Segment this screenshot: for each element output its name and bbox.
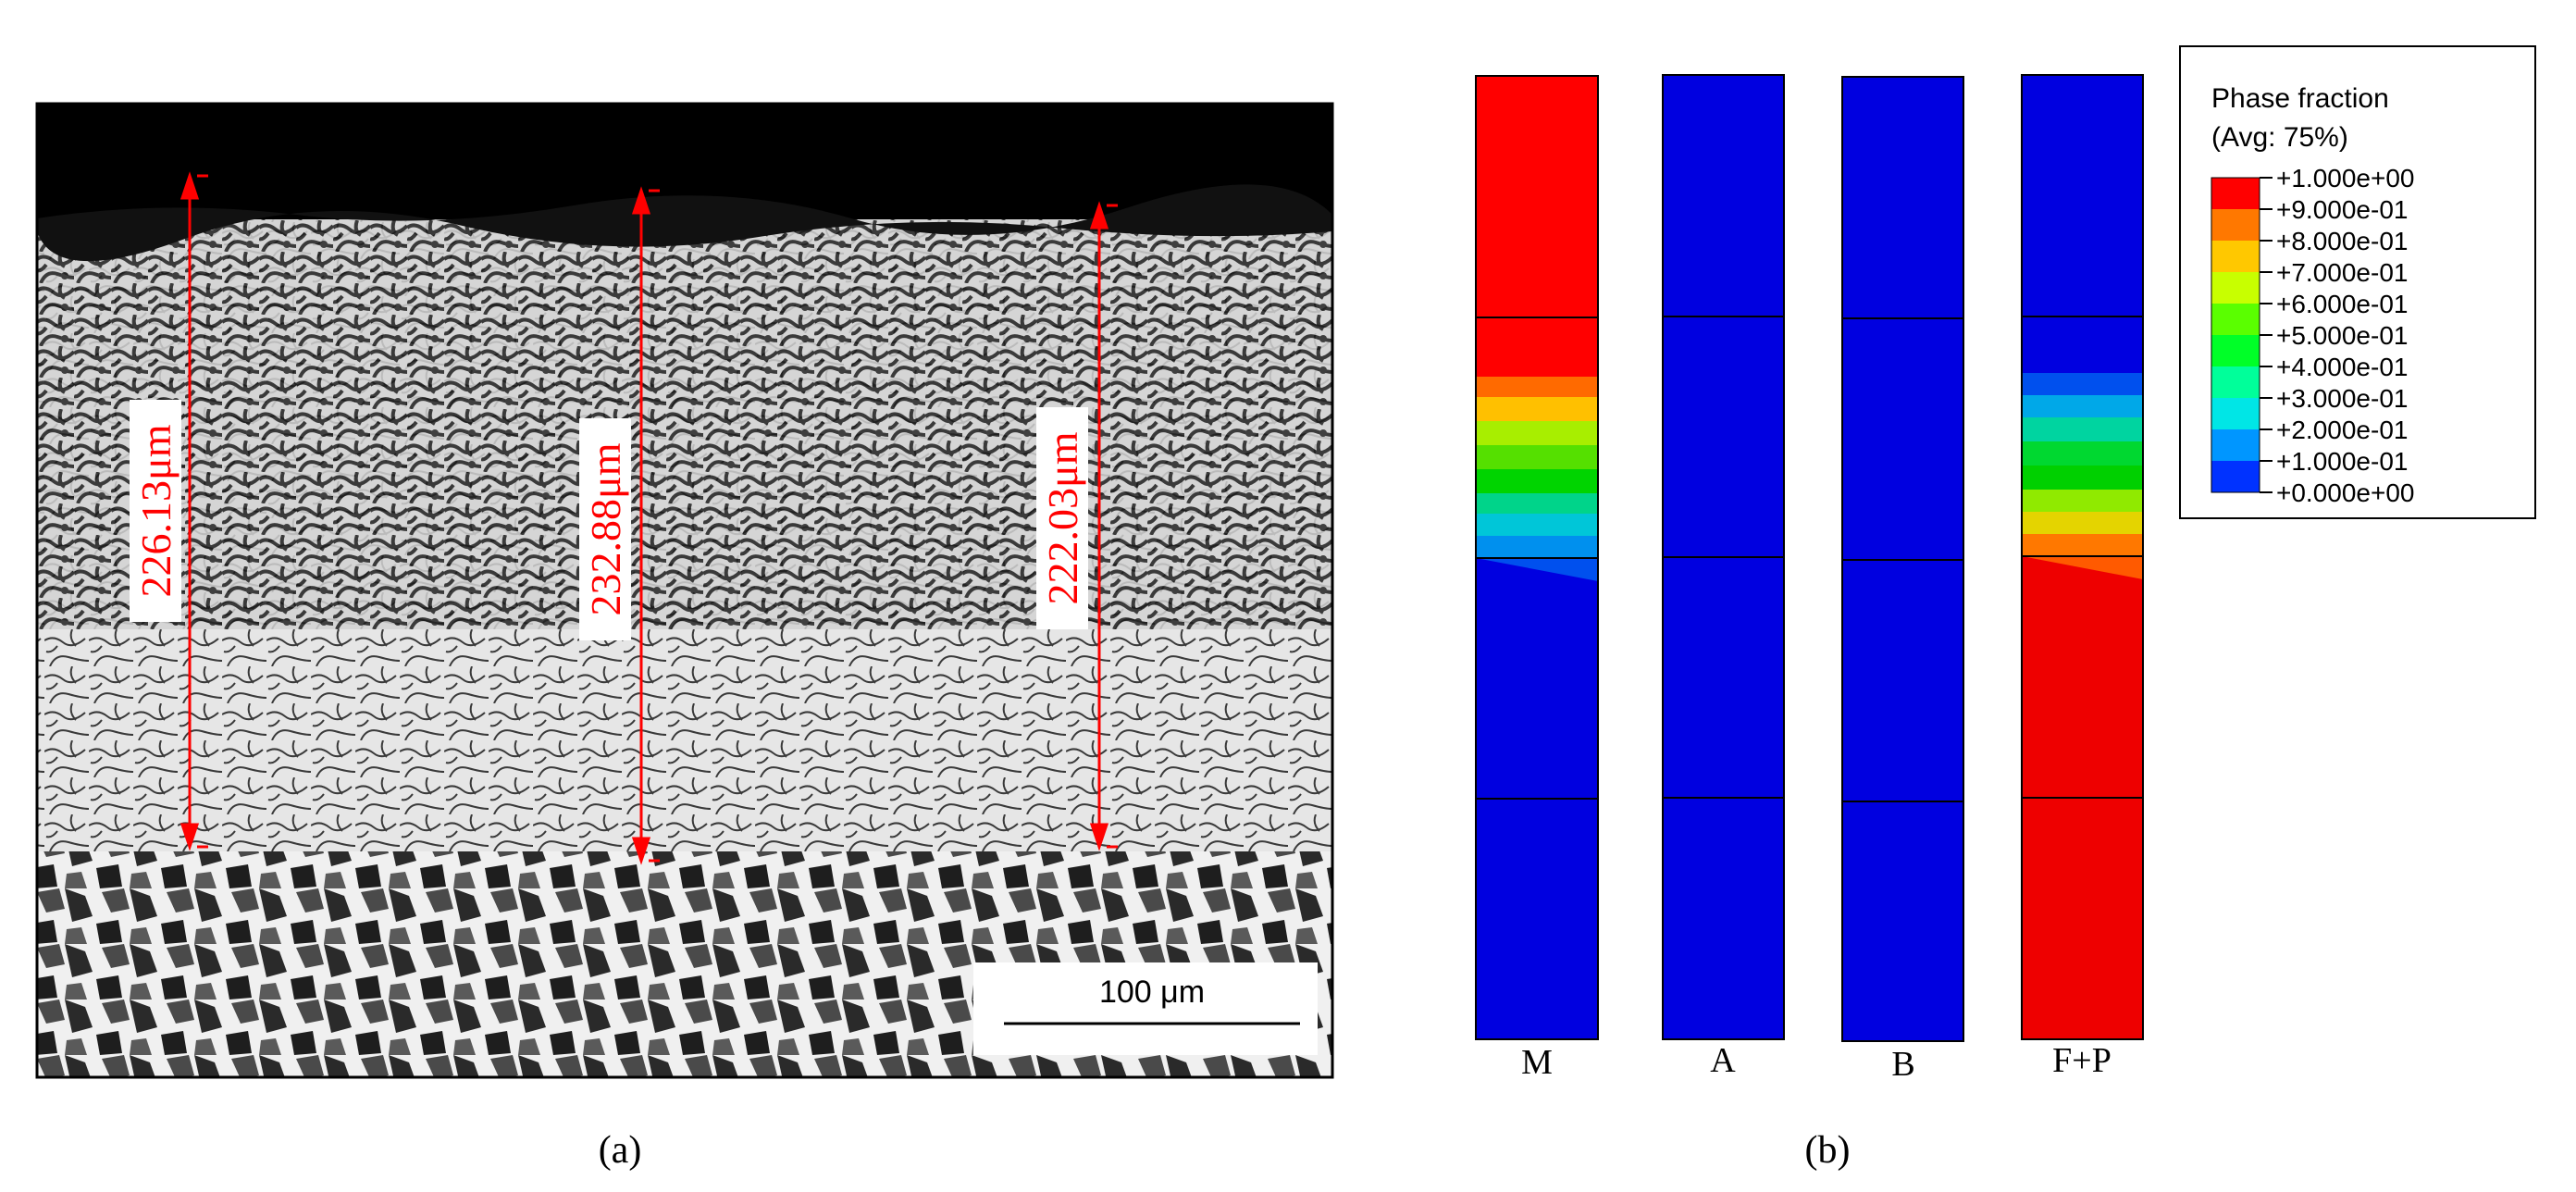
column-m-band-green2 xyxy=(1476,469,1598,493)
column-m-band-yellow xyxy=(1476,397,1598,421)
micrograph-frame xyxy=(35,102,1334,1079)
column-label-a: A xyxy=(1710,1041,1736,1080)
column-fp-band-orange xyxy=(2022,534,2143,556)
legend-subtitle: (Avg: 75%) xyxy=(2211,122,2348,153)
column-fp xyxy=(2021,74,2144,1040)
column-m-band-lime xyxy=(1476,421,1598,445)
column-m xyxy=(1475,75,1599,1040)
legend-label-8: +2.000e-01 xyxy=(2276,416,2408,444)
column-m-red-top xyxy=(1476,76,1598,377)
column-label-b: B xyxy=(1891,1045,1914,1084)
legend-swatch-5 xyxy=(2211,335,2260,366)
legend-label-2: +8.000e-01 xyxy=(2276,227,2408,255)
measurement-arrowhead-3-top xyxy=(1089,201,1109,230)
measurement-arrowhead-1-bottom xyxy=(180,823,200,851)
legend-label-7: +3.000e-01 xyxy=(2276,384,2408,413)
column-fp-band-green2 xyxy=(2022,466,2143,490)
measurement-arrowhead-2-bottom xyxy=(631,837,651,865)
column-fp-band-green1 xyxy=(2022,441,2143,466)
measurement-arrowhead-1-top xyxy=(180,171,200,200)
legend-swatch-8 xyxy=(2211,429,2260,461)
panel-b-phase-fraction: M A B F+P Phase fraction (Avg: 75%) +1.0… xyxy=(1475,45,2536,1172)
column-fp-blue-top xyxy=(2022,75,2143,373)
column-b-frame xyxy=(1841,76,1964,1042)
legend-swatch-3 xyxy=(2211,272,2260,304)
column-fp-frame xyxy=(2021,74,2144,1040)
legend-swatch-1 xyxy=(2211,209,2260,241)
column-fp-band-cyan xyxy=(2022,395,2143,417)
legend-swatch-7 xyxy=(2211,398,2260,429)
legend-label-4: +6.000e-01 xyxy=(2276,290,2408,318)
column-a-frame xyxy=(1662,74,1785,1040)
legend-label-0: +1.000e+00 xyxy=(2276,164,2415,192)
measurement-arrowhead-3-bottom xyxy=(1089,823,1109,851)
measurement-label-2: 232.88μm xyxy=(582,442,629,615)
panel-b-caption: (b) xyxy=(1805,1129,1851,1172)
column-a xyxy=(1662,74,1785,1040)
measurement-label-1: 226.13μm xyxy=(132,424,180,597)
measurement-label-bg-1 xyxy=(130,400,181,622)
column-fp-band-teal xyxy=(2022,417,2143,441)
column-m-slant xyxy=(1476,558,1598,581)
scale-bar-label: 100 μm xyxy=(1099,975,1205,1010)
panel-a-micrograph: 226.13μm 232.88μm 222.03μm 100 μm (a) xyxy=(35,102,1334,1172)
legend-label-10: +0.000e+00 xyxy=(2276,478,2415,507)
column-m-band-green1 xyxy=(1476,445,1598,469)
legend-label-1: +9.000e-01 xyxy=(2276,195,2408,224)
micrograph-edge-transition xyxy=(37,184,1332,262)
column-m-band-cyan xyxy=(1476,514,1598,536)
panel-a-caption: (a) xyxy=(599,1129,642,1172)
measurement-arrowhead-2-top xyxy=(631,186,651,215)
measurement-label-bg-3 xyxy=(1036,407,1088,629)
legend-label-5: +5.000e-01 xyxy=(2276,321,2408,350)
column-fp-band-sky xyxy=(2022,373,2143,395)
column-label-fp: F+P xyxy=(2052,1041,2112,1080)
legend-label-3: +7.000e-01 xyxy=(2276,258,2408,287)
measurement-label-bg-2 xyxy=(579,418,631,640)
legend-label-6: +4.000e-01 xyxy=(2276,353,2408,381)
column-fp-band-yellow xyxy=(2022,512,2143,534)
scale-bar-box xyxy=(973,962,1318,1055)
legend: Phase fraction (Avg: 75%) +1.000e+00 +9.0… xyxy=(2179,45,2536,519)
column-fp-band-lime xyxy=(2022,490,2143,512)
column-m-band-orange xyxy=(1476,377,1598,397)
legend-swatch-2 xyxy=(2211,241,2260,272)
legend-swatch-6 xyxy=(2211,366,2260,398)
column-m-band-teal xyxy=(1476,493,1598,514)
legend-swatch-4 xyxy=(2211,304,2260,335)
column-label-m: M xyxy=(1521,1043,1553,1082)
column-fp-slant xyxy=(2022,556,2143,579)
measurement-label-3: 222.03μm xyxy=(1039,431,1086,604)
legend-swatch-9 xyxy=(2211,461,2260,492)
legend-swatch-0 xyxy=(2211,178,2260,209)
legend-title: Phase fraction xyxy=(2211,83,2389,114)
column-b xyxy=(1841,76,1964,1042)
column-m-frame xyxy=(1475,75,1599,1040)
micrograph-dark-band xyxy=(37,185,1332,629)
column-m-band-sky xyxy=(1476,536,1598,558)
legend-label-9: +1.000e-01 xyxy=(2276,447,2408,476)
